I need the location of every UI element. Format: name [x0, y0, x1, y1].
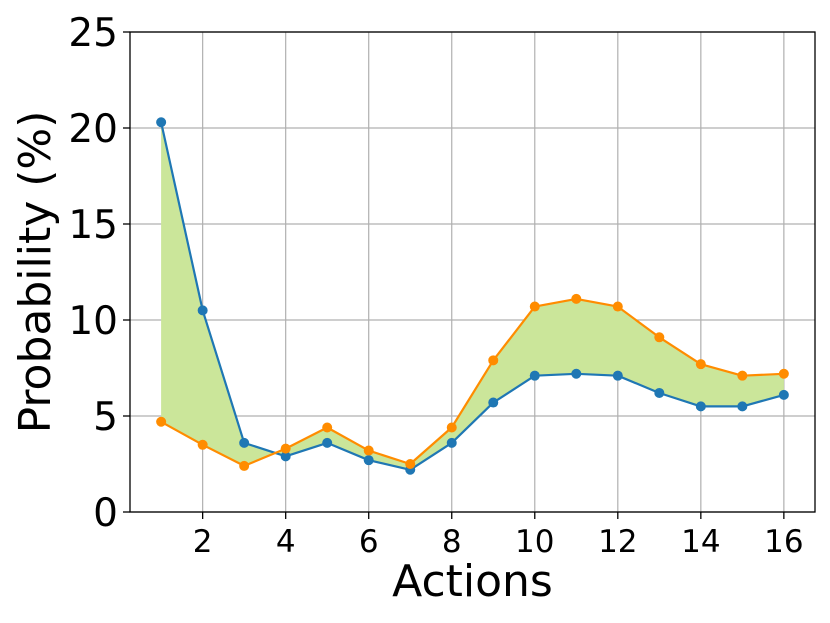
x-tick-label: 8 — [442, 524, 462, 560]
series-1-point — [737, 401, 748, 412]
series-1-point — [612, 370, 623, 381]
series-1-point — [529, 370, 540, 381]
y-tick-label: 20 — [68, 107, 118, 152]
x-tick-label: 2 — [193, 524, 213, 560]
series-1-point — [322, 437, 333, 448]
series-1-point — [654, 387, 665, 398]
x-tick-label: 6 — [359, 524, 379, 560]
series-2-point — [695, 359, 706, 370]
series-1-point — [571, 368, 582, 379]
series-layer — [156, 117, 789, 475]
series-1-point — [239, 437, 250, 448]
x-tick-label: 14 — [681, 524, 720, 560]
y-tick-label: 15 — [68, 203, 118, 248]
series-1-point — [156, 117, 167, 128]
series-1-point — [446, 437, 457, 448]
x-tick-label: 10 — [515, 524, 554, 560]
series-2-point — [197, 439, 208, 450]
ticks: 2 4 6 8 10 12 14 16 0 5 10 15 20 25 — [68, 11, 803, 560]
plot-frame — [129, 31, 816, 513]
x-tick-label: 16 — [764, 524, 803, 560]
x-axis-label: Actions — [392, 556, 553, 607]
series-2-point — [322, 422, 333, 433]
y-axis-label: Probability (%) — [10, 111, 61, 434]
series-1-point — [488, 397, 499, 408]
y-tick-label: 5 — [93, 395, 118, 440]
series-2-point — [778, 368, 789, 379]
fill-between-area — [161, 122, 784, 470]
series-2-point — [654, 332, 665, 343]
series-2-point — [239, 460, 250, 471]
series-2-point — [529, 301, 540, 312]
y-tick-label: 25 — [68, 11, 118, 56]
series-2-point — [488, 355, 499, 366]
series-2-point — [446, 422, 457, 433]
series-2-point — [737, 370, 748, 381]
series-1-point — [280, 451, 291, 462]
series-2-point — [363, 445, 374, 456]
series-2-point — [156, 416, 167, 427]
series-1-point — [778, 389, 789, 400]
series-2-point — [280, 443, 291, 454]
series-1-point — [363, 455, 374, 466]
series-2-line — [160, 297, 784, 467]
fill-between-layer — [161, 122, 784, 470]
series-1-line — [160, 121, 785, 471]
series-1-point — [695, 401, 706, 412]
x-tick-label: 4 — [276, 524, 296, 560]
x-tick-label: 12 — [598, 524, 637, 560]
series-2-point — [571, 293, 582, 304]
series-2-point — [405, 459, 416, 469]
y-tick-label: 0 — [93, 491, 118, 536]
series-1-point — [197, 305, 208, 316]
y-tick-label: 10 — [68, 299, 118, 344]
series-2-point — [612, 301, 623, 312]
